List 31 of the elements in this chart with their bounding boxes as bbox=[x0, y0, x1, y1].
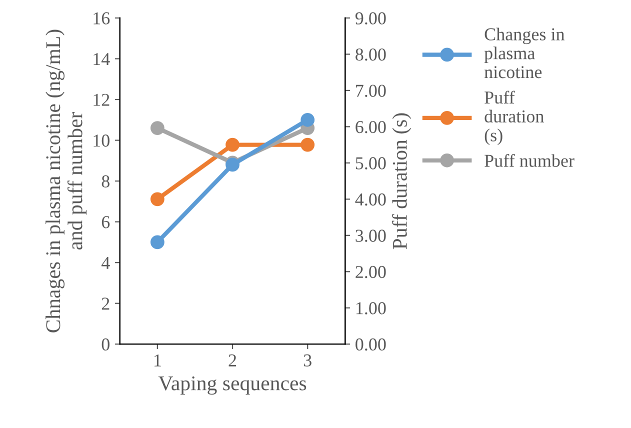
y-tick-label: 10 bbox=[94, 134, 110, 147]
y2-tick-label: 6.00 bbox=[356, 120, 386, 134]
y2-tick-label: 5.00 bbox=[356, 157, 386, 170]
y2-tick-label: 7.00 bbox=[356, 84, 386, 97]
y2-axis-title: Puff duration (s) bbox=[392, 113, 412, 250]
point bbox=[150, 235, 164, 250]
x-tick-label: 1 bbox=[154, 354, 161, 366]
y2-tick-label: 0.00 bbox=[356, 338, 386, 351]
y-tick-label: 16 bbox=[94, 12, 110, 24]
y-tick-label: 6 bbox=[102, 216, 110, 228]
legend-label: Puff number bbox=[484, 154, 574, 167]
y-axis-title: Chnages in plasma nicotine (ng/mL) and puff number bbox=[46, 30, 87, 332]
point bbox=[150, 121, 164, 135]
y-tick-label: 0 bbox=[102, 338, 110, 351]
y-tick-label: 12 bbox=[94, 94, 110, 106]
x-axis-title: Vaping sequences bbox=[158, 376, 306, 395]
y-tick-label: 2 bbox=[102, 298, 110, 310]
legend-label: Puff duration (s) bbox=[484, 90, 544, 146]
y-tick-label: 14 bbox=[94, 53, 110, 66]
y2-tick-label: 2.00 bbox=[356, 266, 386, 278]
x-tick-label: 3 bbox=[304, 354, 312, 367]
y2-tick-label: 1.00 bbox=[356, 302, 386, 314]
y-tick-label: 4 bbox=[101, 256, 110, 269]
legend-label: Changes in plasma nicotine bbox=[484, 28, 565, 78]
y2-tick-label: 8.00 bbox=[356, 48, 386, 61]
y2-tick-label: 3.00 bbox=[356, 230, 386, 242]
y-tick-label: 8 bbox=[102, 175, 110, 188]
point bbox=[300, 112, 315, 127]
x-tick-label: 2 bbox=[228, 354, 236, 366]
y2-tick-label: 9.00 bbox=[355, 12, 386, 24]
y2-tick-label: 4.00 bbox=[355, 193, 386, 206]
